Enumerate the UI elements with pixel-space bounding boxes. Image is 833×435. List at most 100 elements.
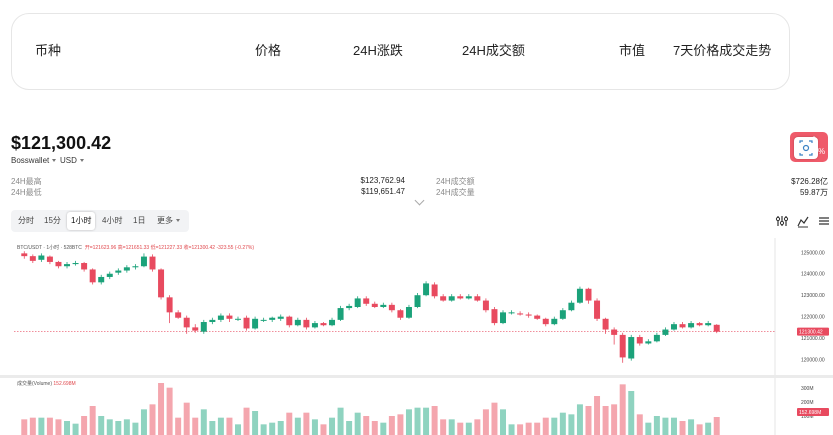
currency-select[interactable]: USD	[60, 156, 84, 165]
volume-bar	[363, 416, 370, 435]
candle-body	[465, 296, 472, 299]
volume-bar	[192, 417, 199, 435]
candle-body	[46, 256, 53, 262]
candle-body	[508, 312, 515, 314]
volume-bar	[705, 422, 712, 435]
candle-body	[252, 318, 259, 329]
candle-body	[670, 324, 677, 330]
candle-body	[38, 255, 45, 260]
candle-body	[217, 315, 224, 320]
chart-type-icon[interactable]	[796, 214, 810, 228]
volume-bar	[679, 421, 686, 435]
y-tick-label: 120000.00	[801, 358, 825, 364]
y-tick-label: 123000.00	[801, 293, 825, 299]
volume-bar	[670, 417, 677, 435]
vol-tick-label: 100M	[801, 414, 814, 420]
candle-body	[320, 323, 327, 326]
volume-bar	[38, 417, 45, 435]
stat-volume-value: 59.87万	[799, 188, 828, 197]
volume-bar	[482, 409, 489, 435]
volume-bar	[21, 419, 28, 435]
volume-bar	[294, 417, 301, 435]
candle-body	[551, 318, 558, 325]
volume-bar	[72, 423, 79, 435]
volume-bar	[320, 424, 327, 435]
candle-body	[500, 312, 506, 324]
candle-body	[371, 303, 378, 307]
column-market-cap[interactable]: 市值	[619, 43, 646, 58]
candle-body	[346, 305, 353, 309]
volume-bar	[696, 424, 703, 435]
candle-body	[158, 269, 165, 298]
candle-body	[662, 329, 669, 335]
volume-bar	[166, 387, 173, 435]
volume-bar	[286, 412, 293, 435]
volume-bar	[388, 416, 395, 435]
candle-body	[354, 298, 361, 307]
volume-bar	[551, 417, 558, 435]
exchange-select[interactable]: Bosswallet	[11, 156, 57, 165]
column-price[interactable]: 价格	[255, 43, 282, 58]
expand-chevron-icon[interactable]	[414, 195, 425, 206]
tab-interval-1d[interactable]: 1日	[133, 216, 146, 225]
volume-bar	[311, 419, 318, 435]
candle-body	[619, 334, 626, 358]
volume-tag-bg	[797, 408, 829, 416]
volume-bar	[594, 396, 601, 435]
volume-bar	[431, 406, 438, 435]
candle-body	[303, 319, 310, 328]
candle-body	[688, 323, 695, 328]
candle-body	[192, 327, 199, 331]
candle-body	[311, 323, 318, 328]
candle-body	[448, 296, 455, 301]
candle-body	[166, 297, 173, 313]
tab-interval-15m[interactable]: 15分	[44, 216, 61, 225]
candle-body	[611, 329, 618, 335]
volume-bar	[576, 404, 583, 435]
candle-body	[29, 256, 36, 261]
chevron-down-icon	[79, 159, 84, 163]
column-24h-change[interactable]: 24H涨跌	[353, 43, 403, 58]
scan-icon[interactable]	[794, 137, 818, 159]
volume-bar	[405, 409, 412, 435]
menu-list-icon[interactable]	[817, 214, 831, 228]
volume-bar	[106, 419, 113, 435]
candle-body	[482, 300, 489, 311]
price-chart[interactable]: 125000.00 124000.00 123000.00 122000.00 1210…	[0, 238, 833, 435]
candle-body	[380, 304, 387, 307]
indicator-settings-icon[interactable]	[775, 214, 789, 228]
tab-interval-1h[interactable]: 1小时	[67, 212, 96, 230]
volume-bar	[448, 419, 455, 435]
volume-bar	[534, 422, 541, 435]
candle-body	[645, 341, 652, 344]
tab-interval-4h[interactable]: 4小时	[102, 216, 123, 225]
tab-interval-timeline[interactable]: 分时	[18, 216, 34, 225]
candle-body	[397, 310, 404, 318]
candle-body	[243, 317, 250, 329]
volume-bar	[55, 419, 62, 435]
current-price-tag-bg	[797, 327, 829, 336]
stat-turnover-label: 24H成交额	[436, 177, 475, 186]
candle-body	[329, 319, 336, 326]
volume-bar	[303, 412, 310, 435]
column-24h-volume[interactable]: 24H成交额	[462, 43, 525, 58]
tab-interval-more[interactable]: 更多	[153, 212, 184, 230]
candle-body	[388, 304, 395, 311]
candle-body	[594, 300, 601, 319]
volume-bar	[542, 417, 549, 435]
volume-bar	[619, 384, 626, 435]
candle-body	[423, 283, 430, 296]
volume-bar	[500, 409, 506, 435]
candle-body	[64, 264, 71, 267]
volume-bar	[397, 414, 404, 435]
volume-legend: 成交量(Volume) 152.698M	[17, 381, 76, 387]
volume-bar	[277, 421, 284, 435]
volume-bar	[226, 417, 233, 435]
candle-body	[132, 266, 139, 268]
volume-bar	[645, 422, 652, 435]
volume-bar	[158, 383, 165, 435]
candle-body	[106, 273, 113, 277]
candle-body	[209, 319, 216, 323]
candle-body	[149, 256, 156, 270]
column-coin[interactable]: 币种	[35, 43, 62, 58]
